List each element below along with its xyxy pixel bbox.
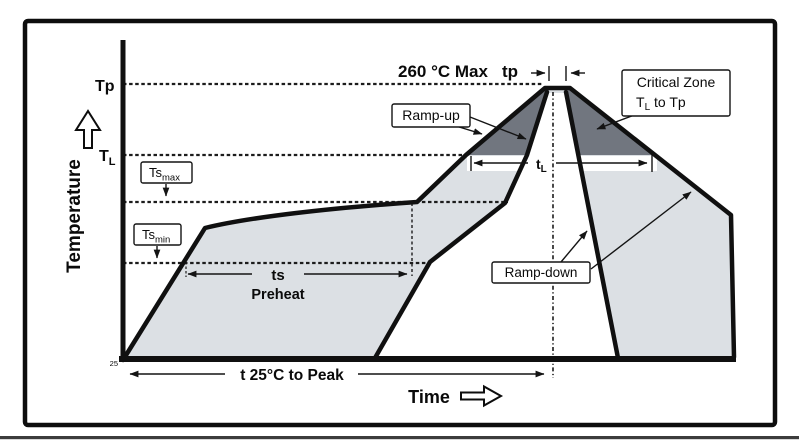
time-right-arrow-icon (460, 384, 504, 408)
ramp-up-label: Ramp-up (402, 107, 460, 123)
critical-zone-label-line1: Critical Zone (637, 74, 716, 90)
peak-max-label: 260 °C Max (398, 62, 489, 81)
svg-text:Tsmin: Tsmin (142, 227, 170, 246)
temperature-axis-label: Temperature (64, 159, 85, 273)
svg-text:tL: tL (536, 156, 547, 175)
liquidus-time-label: t (536, 156, 541, 172)
svg-text:TL to Tp: TL to Tp (636, 94, 686, 113)
peak-tp-label: tp (502, 62, 518, 81)
bottom-rule-divider (0, 436, 799, 440)
tsmin-label-box: Tsmin (133, 223, 182, 246)
tsmax-label-box: Tsmax (140, 161, 193, 184)
preheat-label: Preheat (251, 287, 304, 303)
tsmax-label: Ts (149, 165, 163, 180)
tl-axis-label: T (99, 148, 109, 165)
ramp-down-label-box: Ramp-down (491, 261, 591, 284)
critical-zone-label-line2: T (636, 94, 645, 110)
liquidus-duration-arrow (470, 155, 653, 172)
ramp-up-label-box: Ramp-up (391, 103, 471, 128)
tsmin-label-sub: min (155, 235, 170, 246)
ramp-down-pointer-arrow-outer (590, 191, 692, 270)
soak-time-label: ts (271, 267, 284, 284)
time-axis-label: Time (408, 387, 450, 407)
ramp-up-pointer-arrow-inner (469, 116, 527, 140)
svg-text:Tsmax: Tsmax (149, 165, 180, 184)
svg-text:TL: TL (99, 148, 116, 168)
inner-left-profile-curve (372, 89, 550, 361)
temperature-up-arrow-icon (74, 109, 102, 149)
tsmax-label-sub: max (162, 173, 180, 184)
origin-temp-label: 25 (110, 359, 118, 368)
time-to-peak-label: t 25°C to Peak (240, 367, 344, 384)
inner-right-profile-curve (563, 89, 621, 361)
critical-zone-label-box: Critical Zone TL to Tp (621, 69, 731, 117)
tp-width-marker (531, 66, 585, 81)
tsmin-label: Ts (142, 227, 156, 242)
ramp-down-pointer-arrow-inner (560, 230, 588, 263)
outer-profile-curve (120, 85, 737, 363)
ramp-down-label: Ramp-down (505, 265, 578, 280)
tp-axis-label: Tp (95, 78, 115, 95)
